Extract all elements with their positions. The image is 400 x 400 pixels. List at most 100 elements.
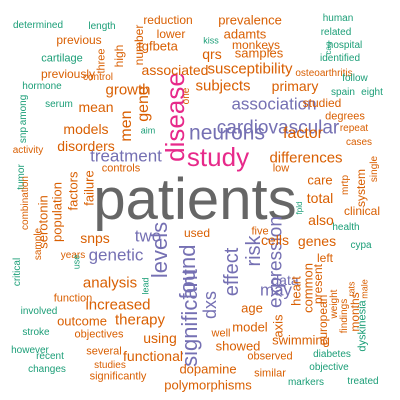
cloud-word: diabetes bbox=[313, 349, 351, 360]
cloud-word: factor bbox=[282, 125, 324, 142]
cloud-word: number bbox=[132, 24, 146, 66]
cloud-word: activity bbox=[12, 145, 44, 156]
cloud-word: model bbox=[232, 319, 268, 335]
cloud-word: population bbox=[49, 182, 65, 242]
cloud-word: association bbox=[231, 94, 317, 114]
cloud-word: genetic bbox=[88, 245, 144, 265]
cloud-word: several bbox=[86, 345, 122, 358]
cloud-word: stroke bbox=[22, 327, 50, 338]
cloud-word: effect bbox=[221, 247, 243, 297]
cloud-word: human bbox=[322, 13, 354, 24]
cloud-word: system bbox=[354, 168, 368, 208]
cloud-word: lead bbox=[140, 277, 151, 295]
cloud-word: single bbox=[369, 155, 380, 183]
cloud-word: increased bbox=[85, 296, 151, 314]
cloud-word: involved bbox=[20, 306, 58, 317]
cloud-word: observed bbox=[247, 350, 293, 363]
cloud-word: study bbox=[186, 142, 250, 172]
cloud-word: using bbox=[143, 330, 177, 346]
cloud-word: snp bbox=[18, 126, 29, 144]
cloud-word: significantly bbox=[89, 370, 147, 383]
cloud-word: cases bbox=[345, 137, 373, 148]
cloud-word: cartilage bbox=[41, 52, 83, 65]
cloud-word: previous bbox=[56, 33, 102, 47]
cloud-word: hospital bbox=[327, 40, 363, 51]
cloud-word: associated bbox=[141, 62, 209, 78]
cloud-word: eight bbox=[361, 87, 383, 98]
cloud-word: serum bbox=[45, 99, 73, 110]
cloud-word: aim bbox=[140, 125, 156, 136]
cloud-word: age bbox=[241, 300, 263, 316]
cloud-word: function bbox=[53, 292, 93, 305]
cloud-word: use bbox=[71, 254, 82, 270]
cloud-word: dyskinesia bbox=[356, 300, 369, 352]
cloud-word: objective bbox=[309, 362, 349, 373]
cloud-word: controls bbox=[101, 162, 141, 175]
cloud-word: five bbox=[251, 225, 269, 238]
cloud-word: osteoarthritis bbox=[295, 68, 353, 79]
cloud-word: used bbox=[183, 226, 211, 240]
cloud-word: three bbox=[95, 48, 108, 74]
cloud-word: weight bbox=[329, 289, 340, 319]
cloud-word: dopamine bbox=[179, 361, 237, 377]
cloud-word: studied bbox=[302, 96, 342, 110]
cloud-word: years bbox=[60, 250, 86, 261]
cloud-word: data bbox=[271, 272, 299, 288]
cloud-word: swimming bbox=[272, 332, 330, 348]
cloud-word: monkeys bbox=[231, 38, 281, 52]
cloud-word: length bbox=[88, 21, 116, 32]
cloud-word: analysis bbox=[82, 274, 138, 292]
cloud-word: spain bbox=[331, 87, 355, 98]
cloud-word: snps bbox=[80, 230, 110, 246]
cloud-word: studies bbox=[94, 360, 126, 371]
cloud-word: care bbox=[307, 172, 333, 188]
cloud-word: may bbox=[259, 280, 293, 300]
cloud-word: disorders bbox=[57, 138, 115, 154]
cloud-word: mrtp bbox=[340, 175, 351, 195]
cloud-word: patients bbox=[93, 167, 297, 232]
cloud-word: sample bbox=[33, 227, 44, 261]
cloud-word: disease bbox=[160, 72, 190, 162]
cloud-word: total bbox=[306, 190, 334, 206]
cloud-word: fpld bbox=[295, 201, 304, 215]
cloud-word: treatment bbox=[90, 146, 162, 166]
cloud-word: susceptibility bbox=[207, 60, 293, 78]
cloud-word: prevalence bbox=[218, 12, 282, 28]
cloud-word: combination bbox=[20, 176, 31, 230]
cloud-word: neurons bbox=[189, 121, 265, 145]
cloud-word: lower bbox=[156, 27, 186, 41]
cloud-word: critical bbox=[12, 257, 23, 287]
cloud-word: among bbox=[18, 94, 29, 126]
cloud-word: changes bbox=[28, 364, 66, 375]
cloud-word: cypa bbox=[350, 240, 372, 251]
cloud-word: primary bbox=[271, 78, 319, 94]
cloud-word: qrs bbox=[202, 46, 222, 62]
cloud-word: adamts bbox=[223, 26, 267, 42]
cloud-word: one bbox=[181, 87, 192, 105]
cloud-word: cardiovascular bbox=[216, 117, 340, 139]
cloud-word: failure bbox=[81, 170, 97, 206]
cloud-word: dxs bbox=[200, 290, 220, 320]
cloud-word: differences bbox=[269, 149, 343, 167]
cloud-word: present bbox=[311, 263, 325, 305]
cloud-word: similar bbox=[254, 367, 286, 380]
cloud-word: markers bbox=[287, 377, 325, 388]
cloud-word: kiss bbox=[203, 35, 219, 46]
cloud-word: previously bbox=[40, 67, 96, 81]
cloud-word: outcome bbox=[57, 313, 107, 329]
cloud-word: growth bbox=[105, 81, 151, 99]
cloud-word: findings bbox=[339, 298, 350, 334]
cloud-word: determined bbox=[12, 20, 64, 31]
cloud-word: also bbox=[308, 212, 334, 228]
cloud-word: therapy bbox=[114, 311, 166, 329]
cloud-word: recent bbox=[36, 351, 64, 362]
cloud-word: reduction bbox=[143, 13, 193, 27]
cloud-word: control bbox=[82, 72, 114, 83]
cloud-word: well bbox=[211, 327, 231, 340]
cloud-word: related bbox=[320, 27, 352, 38]
cloud-word: low bbox=[272, 162, 290, 175]
cloud-word: showed bbox=[215, 338, 261, 354]
cloud-word: subjects bbox=[195, 77, 251, 95]
cloud-word: samples bbox=[234, 45, 284, 61]
